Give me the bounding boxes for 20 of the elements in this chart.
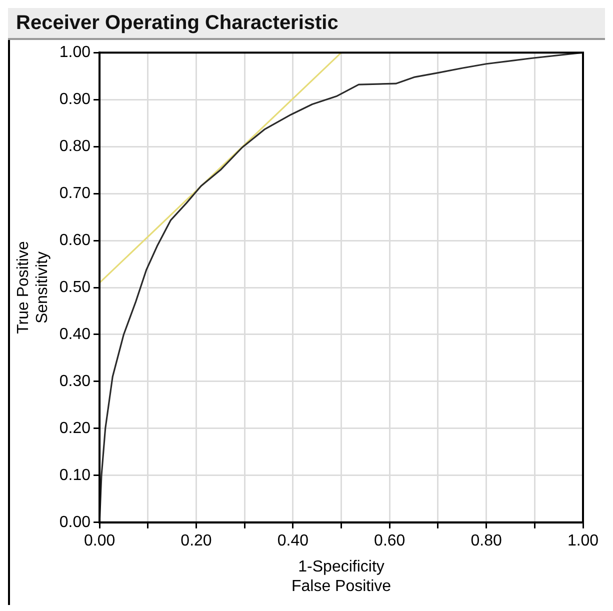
y-tick-label: 1.00 [59,44,91,62]
x-tick-label: 0.40 [277,532,309,550]
y-tick-label: 0.20 [59,420,91,437]
y-tick-label: 0.40 [59,326,91,343]
y-tick-label: 0.30 [59,372,91,390]
y-tick-label: 0.80 [59,138,91,155]
x-tick-label: 0.20 [180,532,212,550]
y-axis-title: True Positive Sensitivity [15,241,52,334]
y-tick-label: 0.90 [59,90,91,108]
y-tick-label: 0.10 [59,466,91,484]
x-tick-label: 0.80 [470,532,502,550]
chart-title: Receiver Operating Characteristic [8,8,605,40]
x-axis-title: 1-Specificity False Positive [291,558,392,595]
x-tick-label: 1.00 [567,532,599,550]
y-tick-label: 0.00 [59,514,91,531]
y-tick-label: 0.60 [59,232,91,249]
x-tick-label: 0.00 [84,532,116,550]
y-tick-label: 0.70 [59,184,91,202]
y-tick-label: 0.50 [59,278,91,296]
x-tick-label: 0.60 [374,532,406,550]
